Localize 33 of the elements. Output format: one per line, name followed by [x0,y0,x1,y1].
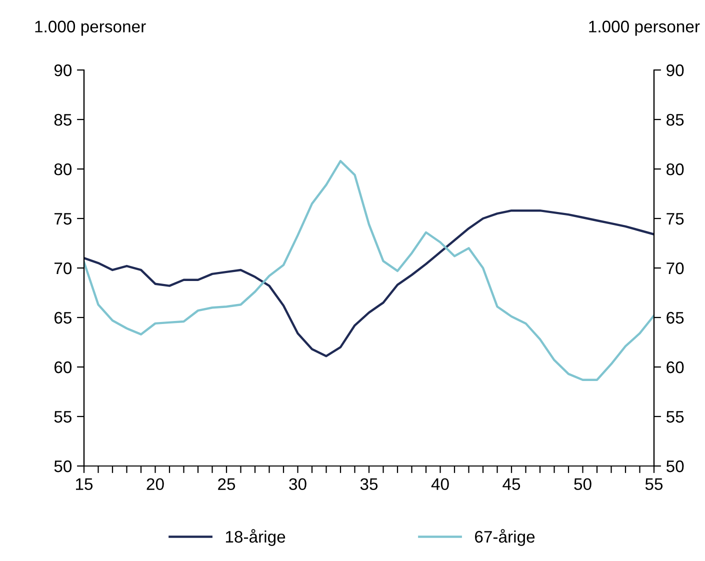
x-tick-label: 55 [645,478,663,490]
y-tick-label: 50 [54,460,72,472]
y2-tick-label: 80 [666,163,684,176]
y-tick-label: 65 [54,312,72,324]
y-tick-label: 70 [54,262,72,274]
legend-label: 67-årige [475,529,535,546]
y-tick-label: 90 [54,64,72,76]
y2-tick-label: 55 [666,411,684,423]
x-tick-label: 20 [146,478,164,490]
legend-label: 18-årige [226,529,286,546]
x-tick-label: 25 [218,478,236,490]
x-tick-label: 40 [431,478,449,490]
line-series [84,209,654,358]
y2-tick-label: 85 [666,114,684,126]
y2-tick-label: 50 [666,460,684,472]
y2-tick-label: 75 [666,213,684,225]
x-tick-label: 50 [574,478,592,490]
x-tick-label: 30 [289,478,306,490]
y-tick-label: 80 [54,163,72,176]
y2-tick-label: 60 [666,361,684,374]
x-tick-label: 35 [360,478,378,490]
line-series [84,160,654,381]
y-axis-title: 1.000 personer [35,20,146,36]
y-tick-label: 75 [54,213,72,225]
y2-tick-label: 70 [666,262,684,274]
y2-tick-label: 90 [666,64,684,76]
y-tick-label: 85 [54,114,72,126]
x-tick-label: 15 [76,478,93,490]
x-tick-label: 45 [502,478,520,490]
y-tick-label: 55 [54,411,72,423]
y2-axis-title: 1.000 personer [589,20,700,36]
y-tick-label: 60 [54,361,72,374]
y2-tick-label: 65 [666,312,684,324]
